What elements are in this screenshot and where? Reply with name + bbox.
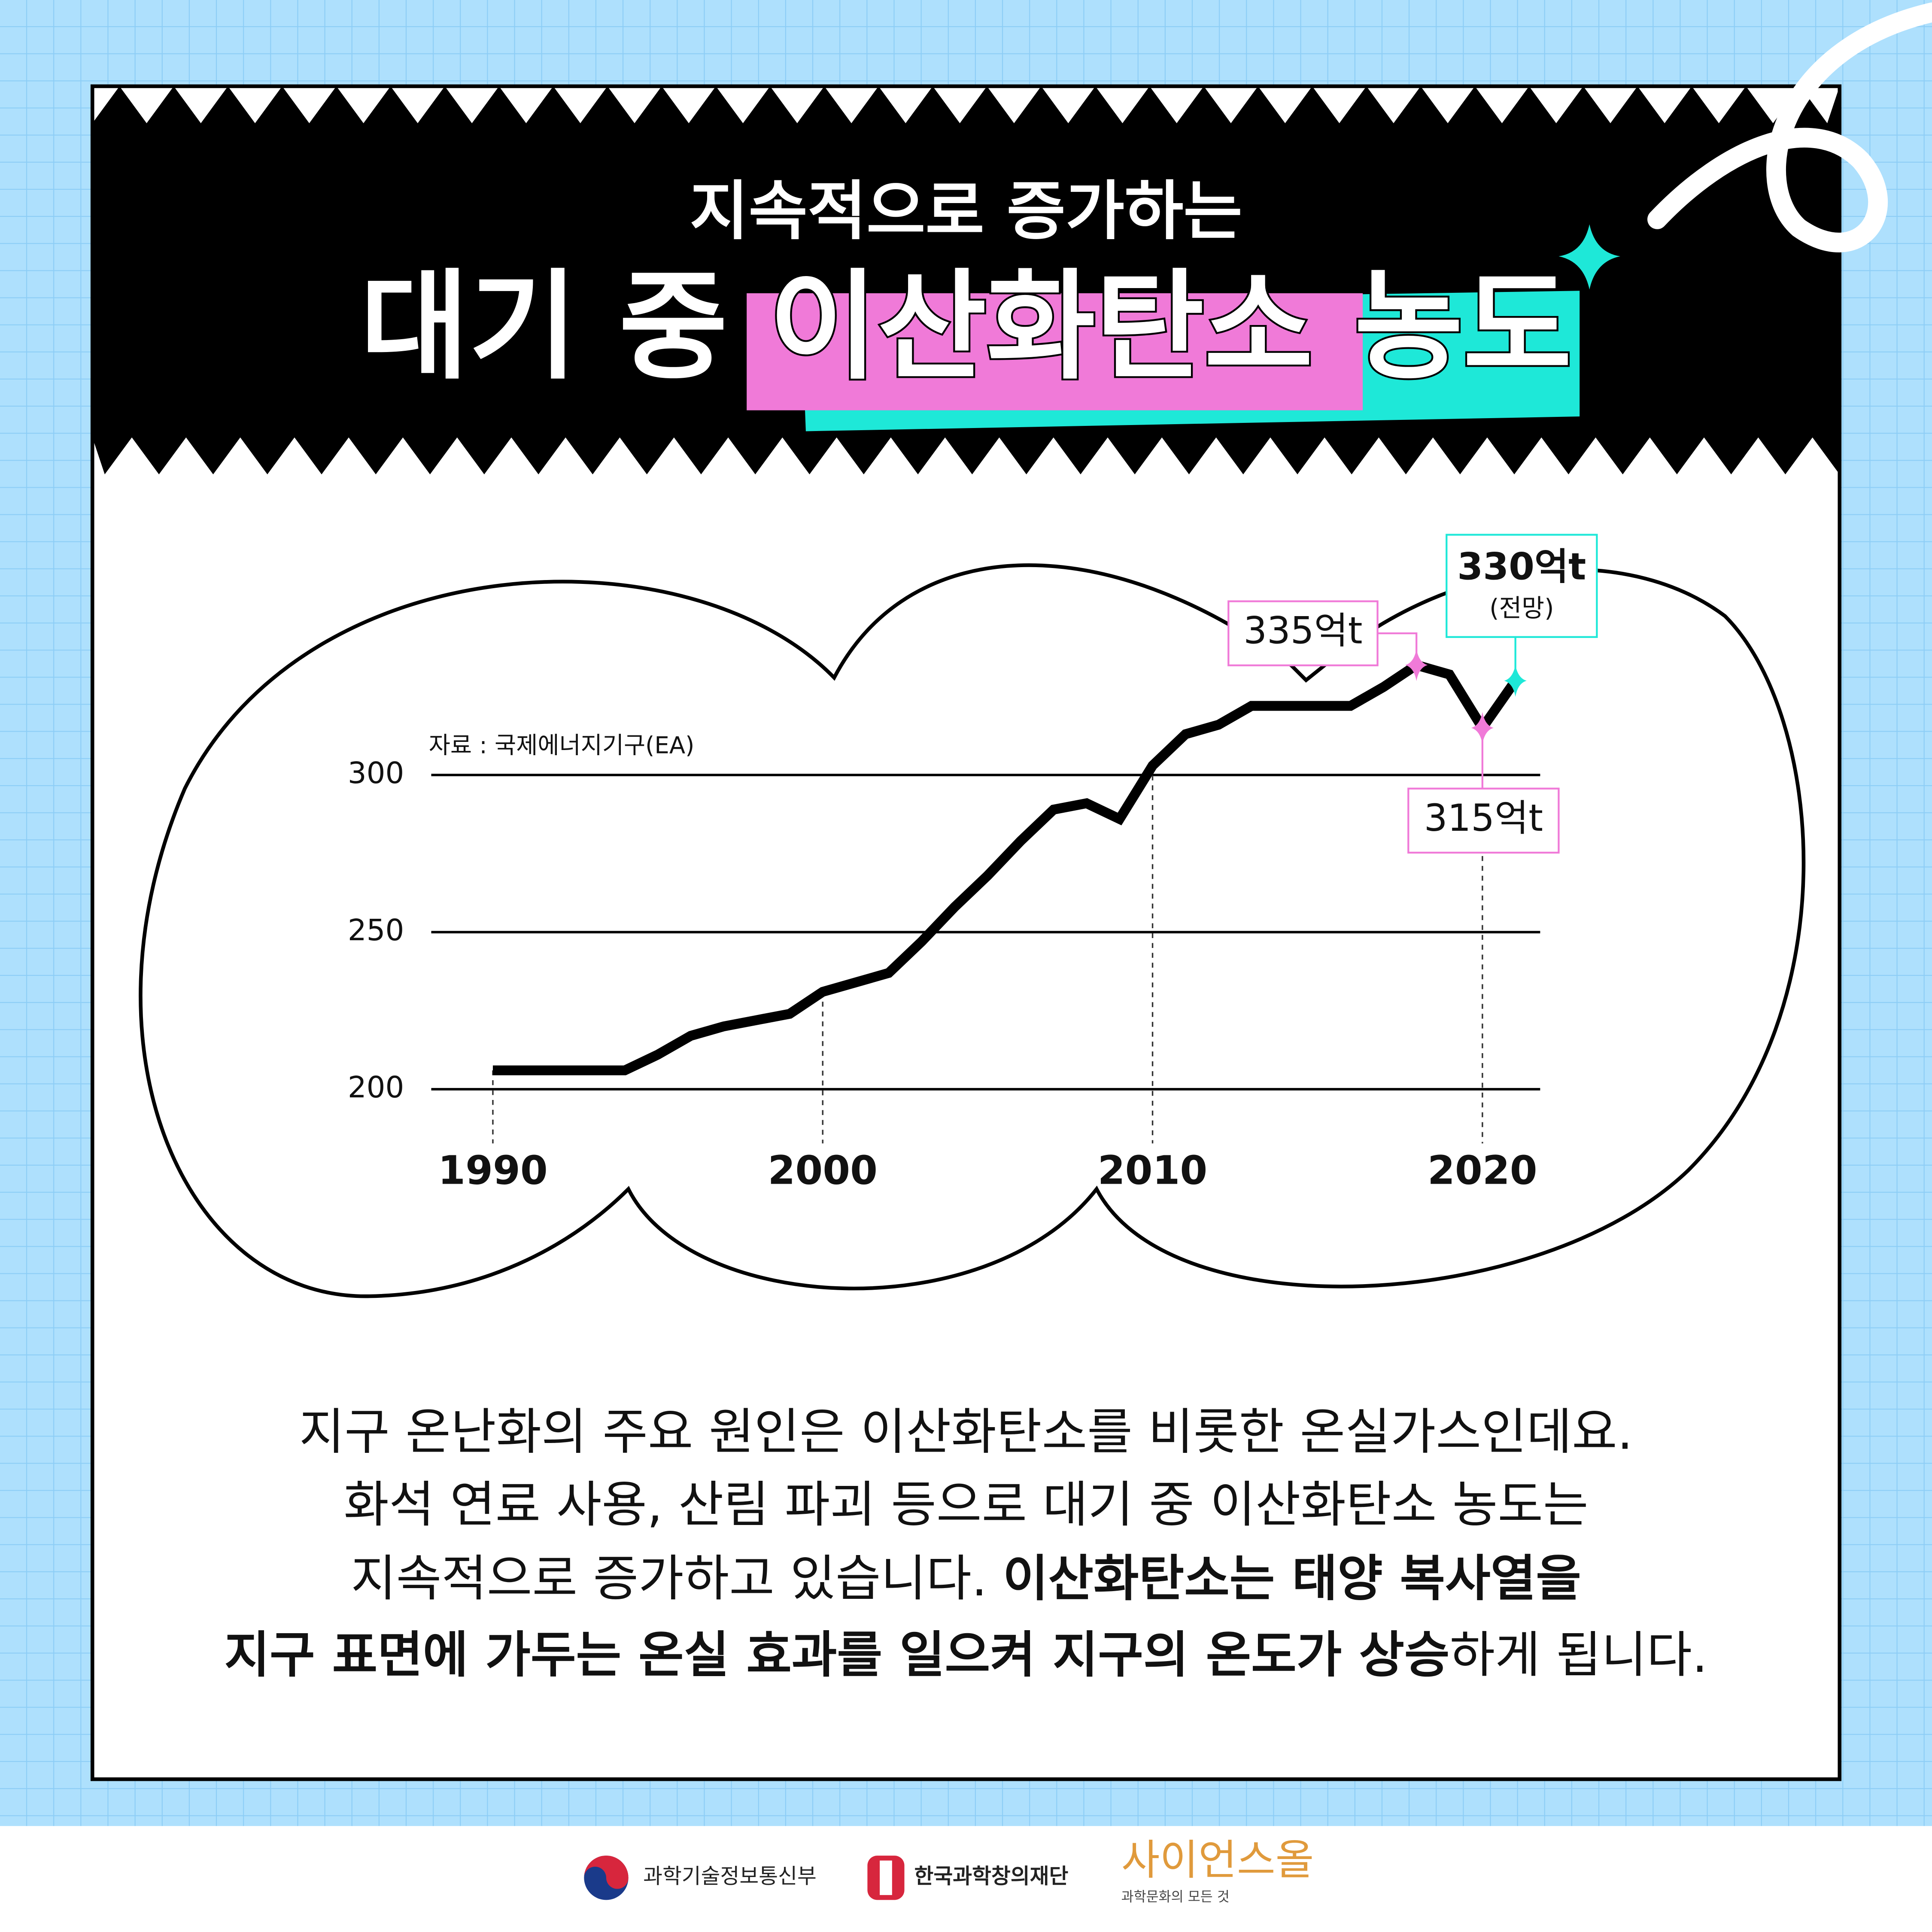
subtitle: 지속적으로 증가하는 bbox=[690, 174, 1242, 249]
title: 대기 중 이산화탄소 농도 bbox=[360, 258, 1572, 395]
annotation-box bbox=[1407, 787, 1560, 854]
annotation-box bbox=[1227, 600, 1379, 666]
data-line bbox=[492, 659, 1520, 1075]
source-note: 자료 : 국제에너지기구(EA) bbox=[429, 731, 695, 759]
curl-decoration bbox=[1647, 2, 1932, 252]
body-segment: 화석 연료 사용, 산림 파괴 등으로 대기 중 이산화탄소 농도는 bbox=[343, 1476, 1588, 1534]
annotation-marker bbox=[1471, 712, 1494, 744]
ministry-logo-red bbox=[584, 1856, 629, 1889]
y-tick-label: 250 bbox=[348, 913, 404, 948]
y-tick-label: 200 bbox=[348, 1070, 404, 1105]
foundation-name: 한국과학창의재단 bbox=[914, 1864, 1068, 1889]
body-segment: 지구 온난화의 주요 원인은 이산화탄소를 비롯한 온실가스인데요. bbox=[299, 1403, 1633, 1461]
annotation-label: 315억t bbox=[1424, 797, 1543, 840]
sparkle bbox=[1558, 224, 1620, 290]
x-tick-label: 2000 bbox=[768, 1148, 878, 1194]
body-segment: 지속적으로 증가하고 있습니다. bbox=[351, 1550, 1003, 1607]
body-segment: 하게 됩니다. bbox=[1450, 1626, 1708, 1684]
annotation-box bbox=[1446, 534, 1598, 638]
highlight-pink bbox=[747, 293, 1363, 410]
annotation-label: 330억t bbox=[1457, 545, 1586, 588]
x-tick-label: 2010 bbox=[1098, 1148, 1208, 1194]
x-tick-label: 1990 bbox=[438, 1148, 548, 1194]
y-tick-label: 300 bbox=[348, 756, 404, 790]
foundation-logo-mark bbox=[880, 1860, 892, 1895]
brand-tagline: 과학문화의 모든 것 bbox=[1121, 1889, 1230, 1905]
brand-name: 사이언스올 bbox=[1121, 1836, 1314, 1885]
body-segment: 이산화탄소는 태양 복사열을 bbox=[1003, 1550, 1581, 1607]
annotation-marker bbox=[1504, 665, 1527, 697]
annotation-note: (전망) bbox=[1489, 594, 1554, 623]
annotation-label: 335억t bbox=[1243, 610, 1362, 653]
x-tick-label: 2020 bbox=[1428, 1148, 1537, 1194]
body-text: 지구 온난화의 주요 원인은 이산화탄소를 비롯한 온실가스인데요. 화석 연료 … bbox=[224, 1403, 1707, 1684]
body-segment: 지구 표면에 가두는 온실 효과를 일으켜 지구의 온도가 상승 bbox=[224, 1626, 1449, 1684]
footer-band bbox=[0, 1826, 1932, 1932]
ministry-name: 과학기술정보통신부 bbox=[643, 1864, 817, 1889]
annotation-marker bbox=[1405, 649, 1428, 681]
